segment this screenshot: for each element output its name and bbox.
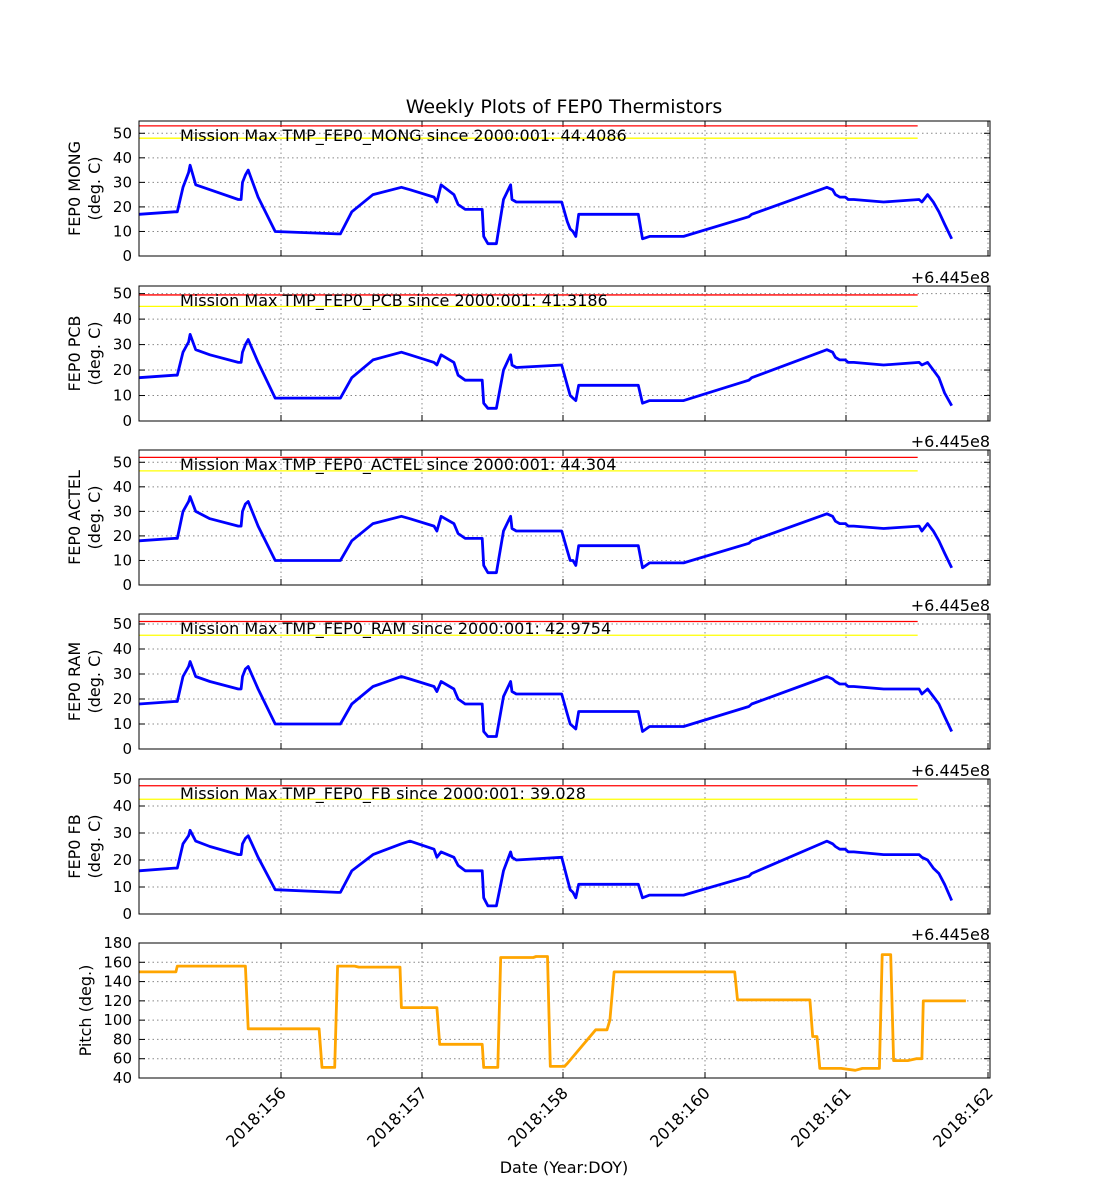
data-series-line [139,953,966,1072]
mission-max-annotation: Mission Max TMP_FEP0_MONG since 2000:001… [180,126,627,146]
subplot-3: 0 10 20 30 40 50 Mission Max TMP_FEP0_ACTEL si… [65,432,991,594]
x-tick-label: 2018:156 [222,1083,290,1151]
data-series-line [138,163,953,246]
y-tick-label: 120 [103,992,132,1010]
y-tick-label: 100 [103,1011,132,1029]
axes-frame [138,285,991,422]
y-tick-label: 10 [113,551,132,569]
y-tick-label: 50 [113,453,132,471]
y-tick-label: 40 [113,149,132,167]
x-tick-label: 2018:158 [504,1083,572,1151]
y-tick-label: 20 [113,198,132,216]
y-tick-label: 50 [113,770,132,788]
subplot-4: 0 10 20 30 40 50 Mission Max TMP_FEP0_RAM sinc… [65,596,991,758]
mission-max-annotation: Mission Max TMP_FEP0_ACTEL since 2000:00… [180,455,616,475]
x-offset-text: +6.445e8 [911,432,990,451]
y-axis-unit-label: (deg. C) [85,650,104,714]
mission-max-annotation: Mission Max TMP_FEP0_RAM since 2000:001:… [180,619,611,639]
y-tick-label: 0 [122,905,132,923]
y-axis-label: FEP0 RAM [65,642,84,721]
x-tick-label: 2018:162 [929,1083,997,1151]
y-tick-label: 0 [122,740,132,758]
subplot-5: 0 10 20 30 40 50 Mission Max TMP_FEP0_FB since… [65,761,991,923]
y-axis-label: FEP0 ACTEL [65,470,84,565]
x-axis-ticks: 2018:156 2018:157 2018:158 2018:160 2018:161… [222,1083,997,1151]
y-tick-label: 0 [122,412,132,430]
y-tick-label: 10 [113,222,132,240]
data-series-line [138,828,953,908]
y-tick-label: 30 [113,173,132,191]
axes-frame [138,778,991,915]
y-tick-label: 40 [113,310,132,328]
subplot-1: 0 10 20 30 40 50 Mission Max TMP_FEP0_MONG sin… [65,120,991,265]
y-axis-label: FEP0 PCB [65,315,84,391]
y-tick-label: 10 [113,715,132,733]
axes-frame [138,942,991,1079]
x-tick-label: 2018:160 [646,1083,714,1151]
y-axis-unit-label: (deg. C) [85,486,104,550]
x-tick-label: 2018:157 [363,1083,431,1151]
y-tick-label: 140 [103,973,132,991]
subplot-panels: 0 10 20 30 40 50 Mission Max TMP_FEP0_MONG sin… [65,120,991,1087]
y-tick-label: 50 [113,124,132,142]
y-tick-label: 30 [113,502,132,520]
x-tick-label: 2018:161 [787,1083,855,1151]
y-tick-label: 40 [113,1069,132,1087]
y-tick-label: 0 [122,576,132,594]
y-axis-label: Pitch (deg.) [76,965,95,1057]
y-axis-unit-label: (deg. C) [85,815,104,879]
y-tick-label: 20 [113,690,132,708]
axes-frame [138,449,991,586]
x-offset-text: +6.445e8 [911,761,990,780]
data-series-line [138,660,953,738]
y-tick-label: 60 [113,1050,132,1068]
mission-max-annotation: Mission Max TMP_FEP0_PCB since 2000:001:… [180,291,608,311]
y-tick-label: 20 [113,527,132,545]
x-axis-label: Date (Year:DOY) [500,1158,629,1177]
y-axis-unit-label: (deg. C) [85,322,104,386]
x-offset-text: +6.445e8 [911,268,990,287]
x-offset-text: +6.445e8 [911,925,990,944]
y-tick-label: 30 [113,336,132,354]
y-axis-label: FEP0 FB [65,814,84,878]
data-series-line [138,332,953,410]
y-tick-label: 0 [122,247,132,265]
y-tick-label: 30 [113,665,132,683]
data-series-line [138,495,953,575]
subplot-2: 0 10 20 30 40 50 Mission Max TMP_FEP0_PCB sinc… [65,268,991,430]
y-tick-label: 160 [103,953,132,971]
y-tick-label: 180 [103,934,132,952]
y-tick-label: 40 [113,797,132,815]
y-tick-label: 30 [113,824,132,842]
y-tick-label: 40 [113,478,132,496]
y-tick-label: 50 [113,615,132,633]
figure-title: Weekly Plots of FEP0 Thermistors [406,96,723,118]
y-tick-label: 10 [113,387,132,405]
y-tick-label: 20 [113,361,132,379]
y-tick-label: 50 [113,285,132,303]
y-tick-label: 10 [113,878,132,896]
y-tick-label: 20 [113,851,132,869]
y-tick-label: 80 [113,1030,132,1048]
axes-frame [138,613,991,750]
axes-frame [138,120,991,257]
mission-max-annotation: Mission Max TMP_FEP0_FB since 2000:001: … [180,784,586,804]
y-axis-unit-label: (deg. C) [85,157,104,221]
y-tick-label: 40 [113,640,132,658]
y-axis-label: FEP0 MONG [65,141,84,236]
x-offset-text: +6.445e8 [911,596,990,615]
